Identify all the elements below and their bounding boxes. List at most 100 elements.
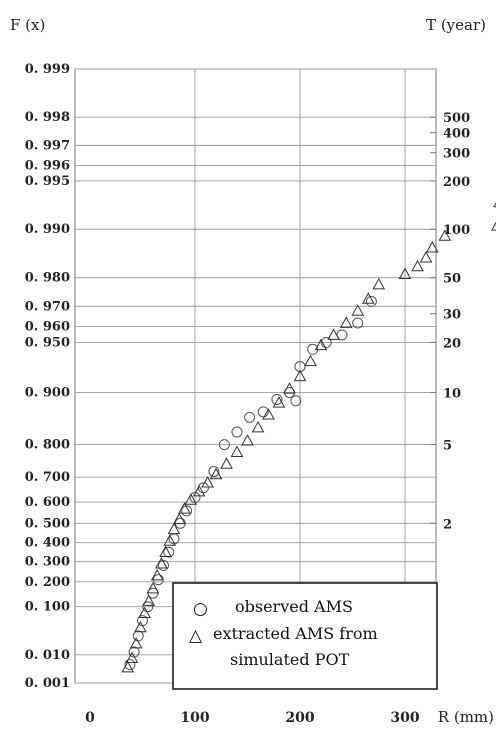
observed-point xyxy=(352,317,364,329)
observed-point xyxy=(365,295,377,307)
x-tick-label: 0 xyxy=(85,710,95,726)
extracted-point xyxy=(398,267,412,280)
legend-triangle-icon: △ xyxy=(189,626,203,646)
extracted-point xyxy=(159,545,172,558)
right-tick-label: 2 xyxy=(443,517,452,532)
observed-point xyxy=(290,395,302,407)
extracted-point xyxy=(142,594,156,606)
extracted-point xyxy=(220,457,233,469)
left-tick-label: 0. 980 xyxy=(25,271,70,286)
left-tick-label: 0. 990 xyxy=(25,222,70,237)
right-tick-label: 300 xyxy=(443,147,470,162)
observed-point xyxy=(124,659,136,671)
extracted-point xyxy=(121,660,135,673)
x-tick-labels: 0 100 200 300 xyxy=(85,710,420,726)
extracted-point xyxy=(314,338,328,351)
right-tick-label: 100 xyxy=(443,223,470,238)
legend-circle-icon: ○ xyxy=(193,599,208,619)
right-tick-label: 500 xyxy=(443,111,470,126)
extracted-point xyxy=(241,434,254,446)
left-tick-label: 0. 999 xyxy=(25,62,70,77)
legend-label-extracted-line1: extracted AMS from xyxy=(213,624,378,643)
extracted-point xyxy=(184,493,198,505)
right-tick-label: 200 xyxy=(443,175,470,190)
right-tick-label: 50 xyxy=(443,272,461,287)
left-tick-label: 0. 600 xyxy=(25,495,70,510)
right-tick-label: 30 xyxy=(443,308,461,323)
left-tick-label: 0. 010 xyxy=(25,648,70,663)
left-tick-label: 0. 960 xyxy=(25,320,70,335)
left-tick-label: 0. 400 xyxy=(25,536,70,551)
observed-point xyxy=(320,336,332,348)
extracted-point xyxy=(361,292,375,304)
extracted-point xyxy=(192,484,206,497)
observed-point xyxy=(181,505,193,517)
x-axis-label: R (mm) xyxy=(438,708,494,726)
observed-point xyxy=(218,439,230,451)
extracted-point xyxy=(125,651,139,664)
right-tick-label: 400 xyxy=(443,127,470,142)
extracted-point xyxy=(327,328,340,340)
observed-point xyxy=(231,426,243,438)
extracted-point xyxy=(304,354,317,367)
left-tick-label: 0. 900 xyxy=(25,385,70,400)
legend-label-extracted-line2: simulated POT xyxy=(230,650,350,669)
left-tick-label: 0. 700 xyxy=(25,470,70,485)
observed-point xyxy=(257,406,269,418)
left-tick-label: 0. 800 xyxy=(25,438,70,453)
legend-label-observed: observed AMS xyxy=(235,597,353,616)
extracted-point xyxy=(150,568,164,581)
extracted-point xyxy=(129,636,143,649)
data-points xyxy=(121,202,496,673)
extracted-point xyxy=(411,259,424,272)
x-tick-label: 100 xyxy=(180,710,209,726)
left-tick-label: 0. 996 xyxy=(25,158,70,173)
extracted-point xyxy=(491,221,496,231)
observed-point xyxy=(163,546,175,558)
left-tick-label: 0. 997 xyxy=(25,138,70,153)
observed-point xyxy=(271,393,283,405)
extracted-point xyxy=(339,316,353,328)
left-tick-label: 0. 100 xyxy=(25,600,70,615)
extracted-point xyxy=(272,396,286,408)
left-tick-label: 0. 998 xyxy=(25,110,70,125)
left-tick-label: 0. 970 xyxy=(25,299,70,314)
observed-point xyxy=(244,411,256,423)
x-tick-label: 300 xyxy=(390,710,419,726)
extracted-point xyxy=(425,241,439,253)
extracted-point xyxy=(146,581,160,594)
x-tick-label: 200 xyxy=(285,710,314,726)
right-tick-label: 10 xyxy=(443,386,461,401)
extracted-point xyxy=(419,251,433,263)
observed-point xyxy=(158,560,169,572)
right-tick-label: 5 xyxy=(443,439,452,454)
extracted-point xyxy=(283,382,296,394)
extracted-point xyxy=(163,534,177,546)
extracted-point xyxy=(178,502,191,514)
extracted-point xyxy=(209,467,223,480)
extracted-point xyxy=(138,606,151,619)
left-tick-label: 0. 950 xyxy=(25,335,70,350)
extracted-point xyxy=(172,512,186,525)
left-tick-label: 0. 200 xyxy=(25,575,70,590)
legend-box xyxy=(172,582,438,690)
observed-point xyxy=(208,465,220,477)
extracted-point xyxy=(438,229,452,241)
extracted-point xyxy=(293,369,307,382)
extracted-point xyxy=(372,277,386,290)
left-tick-label: 0. 001 xyxy=(25,676,70,691)
left-tick-label: 0. 300 xyxy=(25,555,70,570)
extracted-point xyxy=(167,522,181,535)
right-tick-label: 20 xyxy=(443,336,461,351)
observed-point xyxy=(132,630,144,642)
observed-point xyxy=(142,601,154,613)
right-axis-title: T (year) xyxy=(426,16,486,34)
extracted-point xyxy=(230,445,244,457)
extracted-point xyxy=(262,408,275,420)
left-tick-label: 0. 500 xyxy=(25,516,70,531)
extracted-point xyxy=(201,476,214,488)
left-axis-title: F (x) xyxy=(10,16,45,34)
